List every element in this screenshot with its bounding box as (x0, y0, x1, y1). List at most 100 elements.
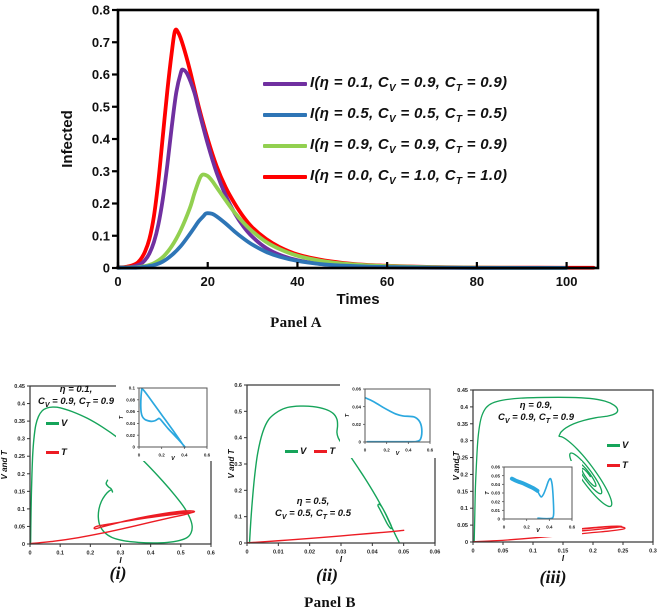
subplot-i-inset-chart: 0 0.2 0.4 0.6 0 0.02 0.04 0.06 0.08 0.1 V T (116, 381, 218, 462)
svg-text:0.01: 0.01 (491, 508, 500, 513)
svg-text:0: 0 (132, 445, 135, 450)
svg-text:0.06: 0.06 (430, 550, 441, 556)
svg-text:0: 0 (22, 542, 25, 548)
subplot-iii-caption: (iii) (539, 567, 567, 587)
legend-label: I(η = 0.9, CV = 0.9, CT = 0.9) (310, 135, 508, 156)
legend-label: I(η = 0.5, CV = 0.5, CT = 0.5) (310, 104, 508, 125)
svg-text:0.2: 0.2 (384, 448, 391, 453)
svg-text:60: 60 (380, 274, 394, 289)
svg-text:0.2: 0.2 (524, 525, 531, 530)
subplot-iii-title-line2: CV = 0.9, CT = 0.9 (497, 412, 575, 425)
legend-item: V (607, 439, 628, 452)
svg-text:0.4: 0.4 (405, 448, 412, 453)
svg-text:0.03: 0.03 (491, 491, 500, 496)
svg-text:0.04: 0.04 (126, 421, 135, 426)
svg-text:0.06: 0.06 (126, 409, 135, 414)
svg-text:0.6: 0.6 (569, 525, 576, 530)
svg-text:V and T: V and T (227, 448, 236, 478)
svg-text:0.15: 0.15 (457, 489, 468, 495)
svg-text:0.3: 0.3 (17, 437, 25, 443)
legend-item: I(η = 0.5, CV = 0.5, CT = 0.5) (263, 99, 507, 130)
panel-b-subplot-ii-chart: 0 0.01 0.02 0.03 0.04 0.05 0.06 0 0.1 0.2 0.3 0.4 0.… (227, 383, 441, 564)
svg-text:V and T: V and T (0, 449, 9, 479)
subplot-ii-title: η = 0.5, CV = 0.5, CT = 0.5 (275, 496, 351, 524)
svg-text:0.2: 0.2 (92, 196, 110, 211)
svg-text:0.1: 0.1 (92, 228, 110, 243)
svg-text:0.35: 0.35 (457, 422, 468, 428)
legend-item: V (46, 417, 67, 430)
svg-text:0.8: 0.8 (92, 3, 110, 18)
svg-text:0.4: 0.4 (92, 132, 111, 147)
svg-text:0.02: 0.02 (126, 433, 135, 438)
svg-text:0.25: 0.25 (14, 454, 25, 460)
svg-text:0.5: 0.5 (177, 551, 185, 557)
svg-text:T: T (345, 413, 351, 417)
svg-text:0.03: 0.03 (336, 550, 347, 556)
svg-text:0: 0 (471, 549, 474, 555)
subplot-i-title-line1: η = 0.1, (59, 384, 93, 395)
svg-text:0.02: 0.02 (304, 550, 315, 556)
svg-text:0: 0 (503, 525, 506, 530)
svg-text:Infected: Infected (59, 110, 76, 168)
svg-text:0: 0 (28, 551, 31, 557)
svg-text:0.35: 0.35 (14, 419, 25, 425)
legend-line-swatch (263, 174, 307, 179)
svg-text:0.6: 0.6 (204, 453, 211, 458)
svg-text:0.1: 0.1 (234, 515, 242, 521)
svg-text:0.05: 0.05 (491, 473, 500, 478)
legend-label: I(η = 0.0, CV = 1.0, CT = 1.0) (310, 166, 508, 187)
svg-text:0.08: 0.08 (126, 397, 135, 402)
svg-text:0.05: 0.05 (457, 523, 468, 529)
legend-label: T (622, 460, 628, 471)
svg-text:0.5: 0.5 (92, 99, 110, 114)
svg-text:20: 20 (200, 274, 214, 289)
svg-text:0.5: 0.5 (234, 409, 242, 415)
svg-text:0.25: 0.25 (618, 549, 629, 555)
panel-a-caption: Panel A (270, 315, 322, 331)
subplot-ii-caption: (ii) (316, 565, 338, 585)
subplot-iii-title: η = 0.9, CV = 0.9, CT = 0.9 (498, 400, 574, 428)
svg-text:0.45: 0.45 (457, 388, 468, 394)
legend-label: V (622, 440, 629, 451)
svg-text:0: 0 (364, 448, 367, 453)
svg-text:0.1: 0.1 (56, 551, 64, 557)
svg-text:I: I (562, 554, 565, 563)
svg-text:0: 0 (114, 274, 121, 289)
svg-text:0.2: 0.2 (87, 551, 95, 557)
panel-a-legend: I(η = 0.1, CV = 0.9, CT = 0.9) I(η = 0.5… (263, 68, 507, 192)
legend-line-swatch (314, 450, 328, 453)
svg-text:0.2: 0.2 (234, 488, 242, 494)
subplot-iii-legend: V T (607, 439, 628, 472)
svg-text:0.6: 0.6 (207, 551, 215, 557)
legend-line-swatch (285, 450, 298, 453)
legend-item: I(η = 0.9, CV = 0.9, CT = 0.9) (263, 130, 507, 161)
svg-text:0.06: 0.06 (491, 465, 500, 470)
svg-text:I: I (340, 555, 343, 564)
svg-text:0.4: 0.4 (17, 402, 26, 408)
legend-line-swatch (607, 464, 620, 467)
legend-item: T (314, 445, 335, 458)
svg-text:0.4: 0.4 (460, 405, 469, 411)
legend-item: T (607, 459, 628, 472)
svg-text:0.04: 0.04 (352, 404, 361, 409)
legend-label: T (61, 447, 67, 458)
svg-text:0.04: 0.04 (491, 482, 500, 487)
svg-text:V: V (171, 456, 176, 462)
svg-text:0.15: 0.15 (14, 489, 25, 495)
svg-text:0.4: 0.4 (181, 453, 188, 458)
svg-text:0.3: 0.3 (649, 549, 657, 555)
svg-text:100: 100 (556, 274, 578, 289)
svg-text:0: 0 (103, 261, 110, 276)
svg-text:0.6: 0.6 (427, 448, 434, 453)
svg-text:V: V (396, 451, 401, 457)
subplot-i-title-line2: CV = 0.9, CT = 0.9 (37, 396, 115, 409)
subplot-ii-title-line2: CV = 0.5, CT = 0.5 (274, 508, 352, 521)
svg-text:0.4: 0.4 (234, 436, 243, 442)
legend-label: I(η = 0.1, CV = 0.9, CT = 0.9) (310, 73, 508, 94)
legend-label: T (329, 446, 336, 457)
svg-text:0.1: 0.1 (529, 549, 537, 555)
subplot-i-caption: (i) (109, 563, 127, 583)
svg-text:0.4: 0.4 (546, 525, 553, 530)
svg-text:0.3: 0.3 (460, 439, 468, 445)
svg-text:0.05: 0.05 (498, 549, 509, 555)
